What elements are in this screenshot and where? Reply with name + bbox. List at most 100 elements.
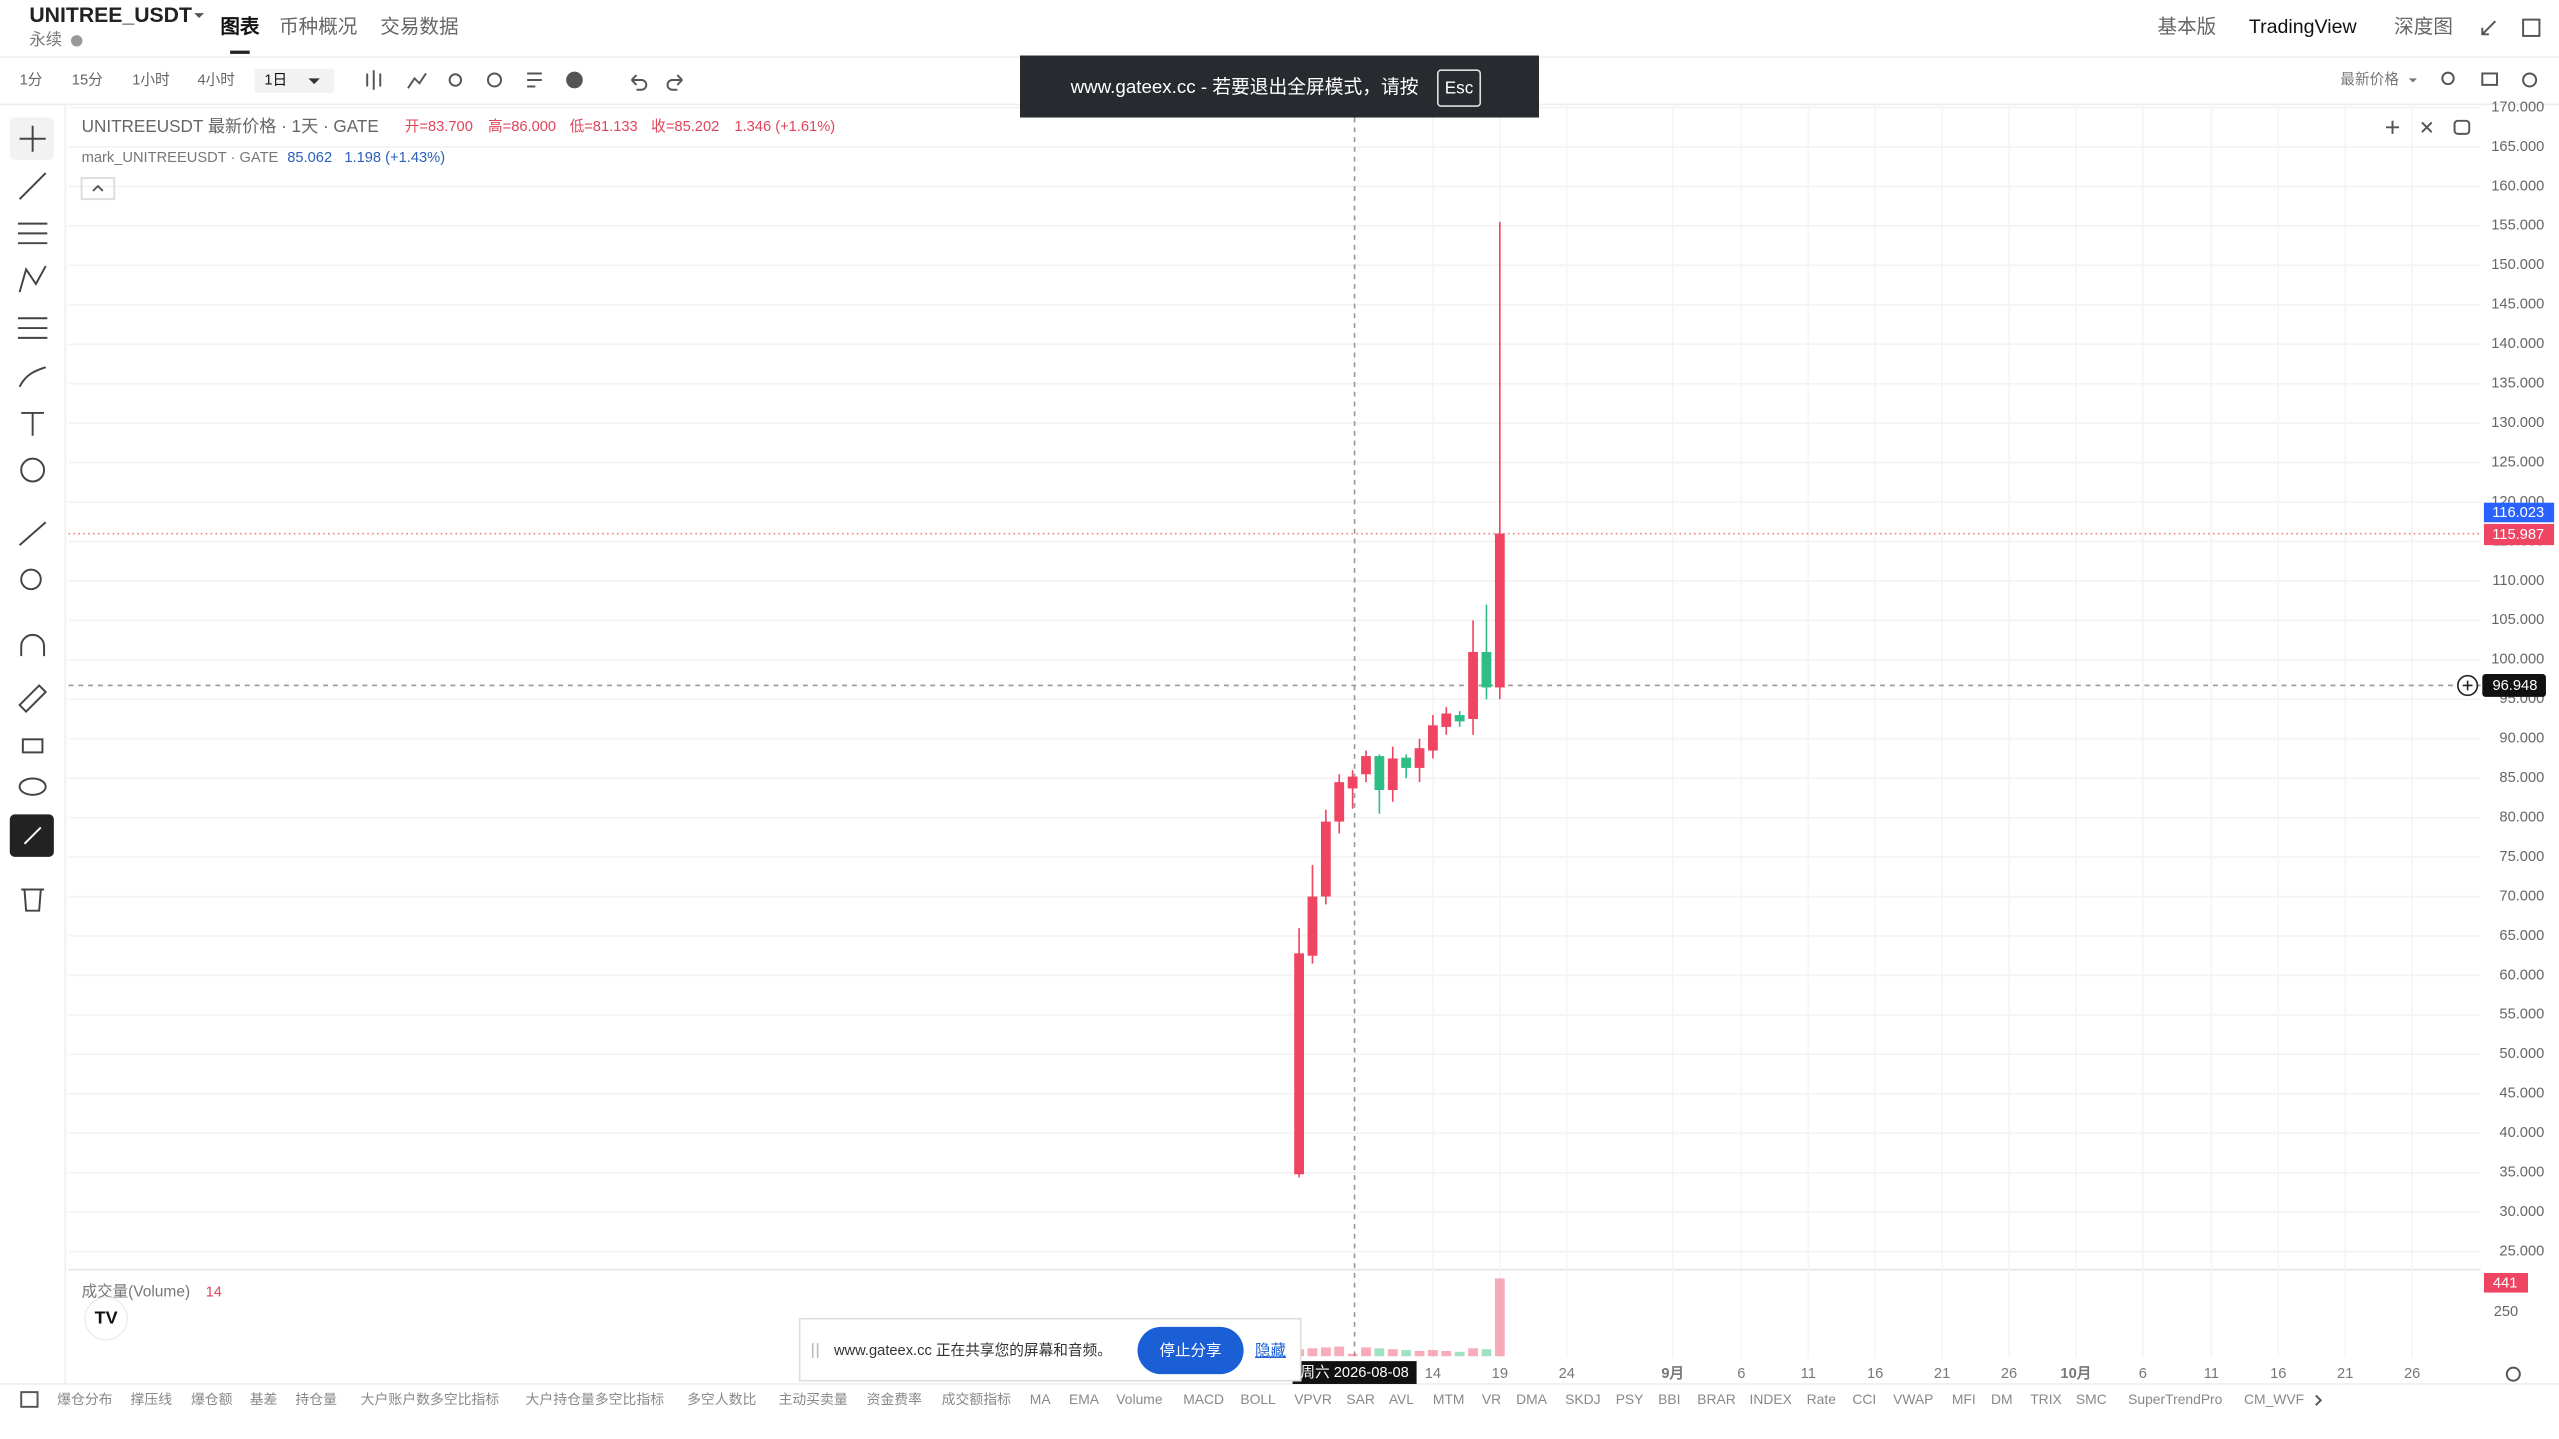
camera-icon[interactable]	[2481, 72, 2498, 86]
indicator[interactable]: SMC	[2076, 1391, 2107, 1407]
channel-tool[interactable]	[17, 222, 48, 245]
settings-icon[interactable]	[2522, 72, 2538, 88]
emoji-tool[interactable]	[20, 457, 46, 483]
indicator[interactable]: VWAP	[1893, 1391, 1933, 1407]
indicator[interactable]: SKDJ	[1565, 1391, 1600, 1407]
candle-icon[interactable]	[366, 70, 382, 90]
dropdown-arrow[interactable]	[2408, 78, 2418, 83]
indicator[interactable]: AVL	[1389, 1391, 1414, 1407]
indicator[interactable]: 大户账户数多空比指标	[361, 1391, 500, 1407]
stop-share-label[interactable]: 停止分享	[1160, 1341, 1222, 1359]
brush-tool[interactable]	[18, 366, 47, 388]
search-icon[interactable]	[2441, 71, 2455, 86]
indicator[interactable]: 基差	[250, 1391, 278, 1407]
legend-toggle[interactable]	[80, 176, 116, 201]
interval[interactable]: 1分	[20, 72, 43, 89]
info-icon[interactable]	[70, 35, 83, 47]
symbol[interactable]: UNITREE_USDT	[29, 4, 192, 27]
tab[interactable]: 交易数据	[380, 16, 458, 38]
pane-maximize[interactable]	[2453, 119, 2471, 135]
legend-change: 1.346 (+1.61%)	[734, 119, 835, 135]
tab[interactable]: 图表	[220, 15, 260, 38]
dropdown-arrow[interactable]	[308, 78, 320, 85]
text-tool[interactable]	[21, 411, 45, 436]
pane-arrow[interactable]	[2386, 120, 2400, 134]
window-icon[interactable]	[2522, 18, 2541, 37]
trendline-tool[interactable]	[18, 172, 47, 200]
lock-tool[interactable]	[21, 738, 44, 754]
legend-low: 低=81.133	[570, 118, 638, 135]
indicator[interactable]: 爆仓分布	[57, 1391, 113, 1407]
fib-tool[interactable]	[17, 317, 48, 339]
indicator[interactable]: 持仓量	[295, 1391, 337, 1407]
indicator[interactable]: PSY	[1616, 1391, 1644, 1407]
indicator[interactable]: EMA	[1069, 1391, 1100, 1407]
indicator[interactable]: BBI	[1658, 1391, 1680, 1407]
replay-icon[interactable]	[486, 72, 503, 88]
indicator[interactable]: SuperTrendPro	[2128, 1391, 2223, 1407]
dropdown-arrow[interactable]	[194, 13, 205, 18]
volume-tag	[2483, 1272, 2528, 1293]
indicator[interactable]: CM_WVF	[2244, 1391, 2304, 1407]
indicator[interactable]: 爆仓额	[191, 1391, 233, 1407]
indicator[interactable]: DM	[1991, 1391, 2013, 1407]
indicator[interactable]: CCI	[1852, 1391, 1876, 1407]
interval[interactable]: 1日	[264, 73, 287, 89]
indicator[interactable]: 主动买卖量	[778, 1391, 847, 1407]
delete-tool[interactable]	[21, 888, 45, 912]
chart-settings[interactable]	[2505, 1366, 2521, 1382]
zoom-tool[interactable]	[20, 568, 42, 591]
tab[interactable]: 币种概况	[279, 16, 357, 38]
legend-toggle-arrow[interactable]	[92, 184, 104, 192]
interval[interactable]: 4小时	[197, 72, 235, 89]
link-tool[interactable]	[23, 826, 42, 845]
indicator[interactable]: Volume	[1116, 1391, 1163, 1407]
indicator[interactable]: MACD	[1183, 1391, 1224, 1407]
indicator[interactable]: BRAR	[1697, 1391, 1736, 1407]
interval-selected[interactable]	[254, 68, 335, 94]
indicator[interactable]: Rate	[1807, 1391, 1837, 1407]
header-link[interactable]: TradingView	[2249, 16, 2358, 38]
pattern-tool[interactable]	[18, 265, 47, 293]
template-icon[interactable]	[527, 72, 542, 88]
indicator[interactable]: VR	[1482, 1391, 1501, 1407]
scroll-right[interactable]	[2315, 1394, 2323, 1406]
header-link[interactable]: 基本版	[2158, 16, 2217, 38]
fullscreen-icon[interactable]	[2481, 20, 2497, 36]
indicator[interactable]: INDEX	[1750, 1391, 1792, 1407]
indicator[interactable]: 成交额指标	[942, 1391, 1011, 1407]
header-link[interactable]: 深度图	[2394, 16, 2453, 38]
hide-link[interactable]: 隐藏	[1255, 1341, 1286, 1359]
calendar-icon[interactable]	[20, 1391, 39, 1408]
indicator[interactable]: MTM	[1433, 1391, 1465, 1407]
indicator[interactable]: DMA	[1516, 1391, 1548, 1407]
redo-icon[interactable]	[666, 74, 683, 91]
stop-share-button[interactable]	[1137, 1326, 1244, 1375]
indicator[interactable]: 资金费率	[867, 1391, 923, 1407]
indicator[interactable]: 大户持仓量多空比指标	[526, 1391, 665, 1407]
pane-collapse[interactable]	[2421, 121, 2433, 133]
volume-bar	[1494, 1278, 1505, 1357]
indicator[interactable]: TRIX	[2030, 1391, 2062, 1407]
indicator[interactable]: MA	[1030, 1391, 1052, 1407]
indicator[interactable]: 撑压线	[131, 1391, 173, 1407]
ruler-tool[interactable]	[18, 521, 47, 546]
alert-icon[interactable]	[448, 73, 463, 87]
indicator[interactable]: BOLL	[1240, 1391, 1276, 1407]
add-alert-plus[interactable]	[2462, 680, 2473, 691]
visibility-tool[interactable]	[18, 777, 47, 796]
magnet-tool[interactable]	[20, 633, 46, 657]
drag-handle[interactable]	[811, 1343, 819, 1358]
indicator[interactable]: MFI	[1952, 1391, 1976, 1407]
interval[interactable]: 1小时	[132, 72, 170, 89]
crosshair-tool[interactable]	[19, 125, 46, 152]
lock-draw-tool[interactable]	[18, 684, 48, 713]
interval[interactable]: 15分	[72, 72, 103, 89]
price-type[interactable]: 最新价格	[2340, 71, 2399, 88]
undo-icon[interactable]	[630, 74, 648, 91]
indicator-icon[interactable]	[407, 72, 427, 89]
indicator[interactable]: VPVR	[1294, 1391, 1332, 1407]
indicator[interactable]: 多空人数比	[687, 1391, 756, 1407]
plus-icon[interactable]	[566, 71, 583, 89]
indicator[interactable]: SAR	[1346, 1391, 1375, 1407]
